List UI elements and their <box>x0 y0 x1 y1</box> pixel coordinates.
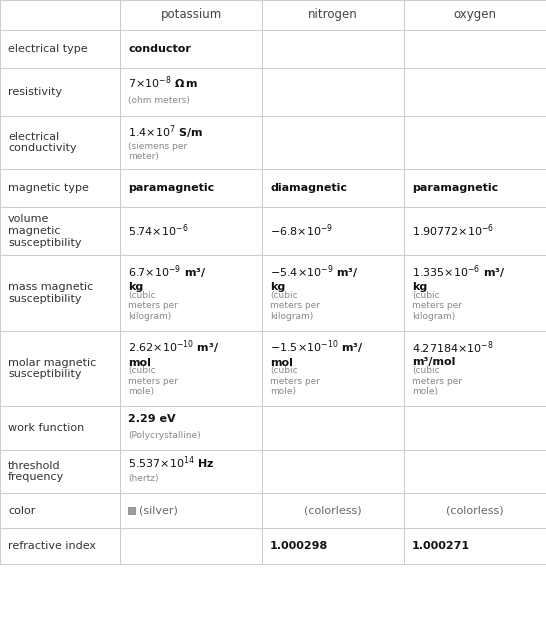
Bar <box>404 168 546 207</box>
Text: threshold
frequency: threshold frequency <box>8 461 64 482</box>
Bar <box>0 68 120 116</box>
Bar <box>262 207 404 255</box>
Text: $-5.4{\times}10^{-9}$ m³/
kg: $-5.4{\times}10^{-9}$ m³/ kg <box>270 263 359 292</box>
Text: conductor: conductor <box>128 44 191 54</box>
Bar <box>128 508 135 514</box>
Text: oxygen: oxygen <box>454 8 496 21</box>
Text: magnetic type: magnetic type <box>8 183 89 193</box>
Bar <box>120 116 262 168</box>
Bar <box>120 29 262 68</box>
Text: potassium: potassium <box>161 8 222 21</box>
Text: (cubic
meters per
mole): (cubic meters per mole) <box>128 366 178 396</box>
Bar <box>262 168 404 207</box>
Text: work function: work function <box>8 423 84 433</box>
Bar <box>0 29 120 68</box>
Bar <box>262 493 404 528</box>
Bar <box>262 449 404 493</box>
Bar <box>404 493 546 528</box>
Text: $1.90772{\times}10^{-6}$: $1.90772{\times}10^{-6}$ <box>412 223 494 239</box>
Text: $2.62{\times}10^{-10}$ m³/
mol: $2.62{\times}10^{-10}$ m³/ mol <box>128 339 219 368</box>
Bar <box>0 528 120 563</box>
Bar <box>262 68 404 116</box>
Text: $7{\times}10^{-8}$ Ω m: $7{\times}10^{-8}$ Ω m <box>128 74 199 91</box>
Text: (Polycrystalline): (Polycrystalline) <box>128 431 201 440</box>
Bar <box>0 168 120 207</box>
Text: electrical type: electrical type <box>8 44 87 54</box>
Bar <box>120 406 262 449</box>
Bar <box>404 449 546 493</box>
Bar <box>262 255 404 330</box>
Text: nitrogen: nitrogen <box>308 8 358 21</box>
Text: (cubic
meters per
mole): (cubic meters per mole) <box>412 366 462 396</box>
Bar <box>404 330 546 406</box>
Bar <box>0 493 120 528</box>
Text: paramagnetic: paramagnetic <box>128 183 215 193</box>
Bar <box>404 68 546 116</box>
Bar <box>120 255 262 330</box>
Text: diamagnetic: diamagnetic <box>270 183 347 193</box>
Text: $1.4{\times}10^{7}$ S/m: $1.4{\times}10^{7}$ S/m <box>128 123 203 141</box>
Text: $4.27184{\times}10^{-8}$
m³/mol: $4.27184{\times}10^{-8}$ m³/mol <box>412 339 494 367</box>
Text: paramagnetic: paramagnetic <box>412 183 498 193</box>
Text: resistivity: resistivity <box>8 87 62 97</box>
Bar <box>120 493 262 528</box>
Bar <box>262 0 404 29</box>
Bar <box>262 330 404 406</box>
Text: molar magnetic
susceptibility: molar magnetic susceptibility <box>8 358 96 379</box>
Text: $1.335{\times}10^{-6}$ m³/
kg: $1.335{\times}10^{-6}$ m³/ kg <box>412 263 506 292</box>
Text: (silver): (silver) <box>139 506 178 516</box>
Bar <box>0 406 120 449</box>
Bar <box>0 116 120 168</box>
Bar <box>262 406 404 449</box>
Text: (colorless): (colorless) <box>446 506 504 516</box>
Bar <box>0 255 120 330</box>
Bar <box>404 207 546 255</box>
Bar <box>120 330 262 406</box>
Bar <box>120 68 262 116</box>
Text: refractive index: refractive index <box>8 541 96 551</box>
Bar <box>120 528 262 563</box>
Bar <box>0 207 120 255</box>
Bar <box>262 528 404 563</box>
Bar <box>120 207 262 255</box>
Text: $6.7{\times}10^{-9}$ m³/
kg: $6.7{\times}10^{-9}$ m³/ kg <box>128 263 207 292</box>
Text: (cubic
meters per
kilogram): (cubic meters per kilogram) <box>270 291 320 321</box>
Text: electrical
conductivity: electrical conductivity <box>8 132 76 153</box>
Text: color: color <box>8 506 35 516</box>
Text: volume
magnetic
susceptibility: volume magnetic susceptibility <box>8 214 81 248</box>
Text: (cubic
meters per
kilogram): (cubic meters per kilogram) <box>412 291 462 321</box>
Text: (hertz): (hertz) <box>128 474 159 483</box>
Text: $5.74{\times}10^{-6}$: $5.74{\times}10^{-6}$ <box>128 223 188 239</box>
Text: $-6.8{\times}10^{-9}$: $-6.8{\times}10^{-9}$ <box>270 223 333 239</box>
Text: 2.29 eV: 2.29 eV <box>128 414 176 424</box>
Bar <box>120 168 262 207</box>
Text: 1.000271: 1.000271 <box>412 541 470 551</box>
Bar <box>0 0 120 29</box>
Text: 1.000298: 1.000298 <box>270 541 328 551</box>
Bar <box>262 29 404 68</box>
Bar <box>404 116 546 168</box>
Bar <box>404 255 546 330</box>
Text: $-1.5{\times}10^{-10}$ m³/
mol: $-1.5{\times}10^{-10}$ m³/ mol <box>270 339 364 368</box>
Bar <box>120 449 262 493</box>
Text: $5.537{\times}10^{14}$ Hz: $5.537{\times}10^{14}$ Hz <box>128 454 215 471</box>
Text: (ohm meters): (ohm meters) <box>128 96 190 105</box>
Bar <box>120 0 262 29</box>
Text: (siemens per
meter): (siemens per meter) <box>128 141 187 161</box>
Text: mass magnetic
susceptibility: mass magnetic susceptibility <box>8 282 93 303</box>
Bar <box>404 0 546 29</box>
Bar <box>404 29 546 68</box>
Bar <box>0 330 120 406</box>
Text: (cubic
meters per
kilogram): (cubic meters per kilogram) <box>128 291 178 321</box>
Text: (colorless): (colorless) <box>304 506 362 516</box>
Bar <box>0 449 120 493</box>
Bar <box>404 406 546 449</box>
Bar <box>262 116 404 168</box>
Text: (cubic
meters per
mole): (cubic meters per mole) <box>270 366 320 396</box>
Bar <box>404 528 546 563</box>
